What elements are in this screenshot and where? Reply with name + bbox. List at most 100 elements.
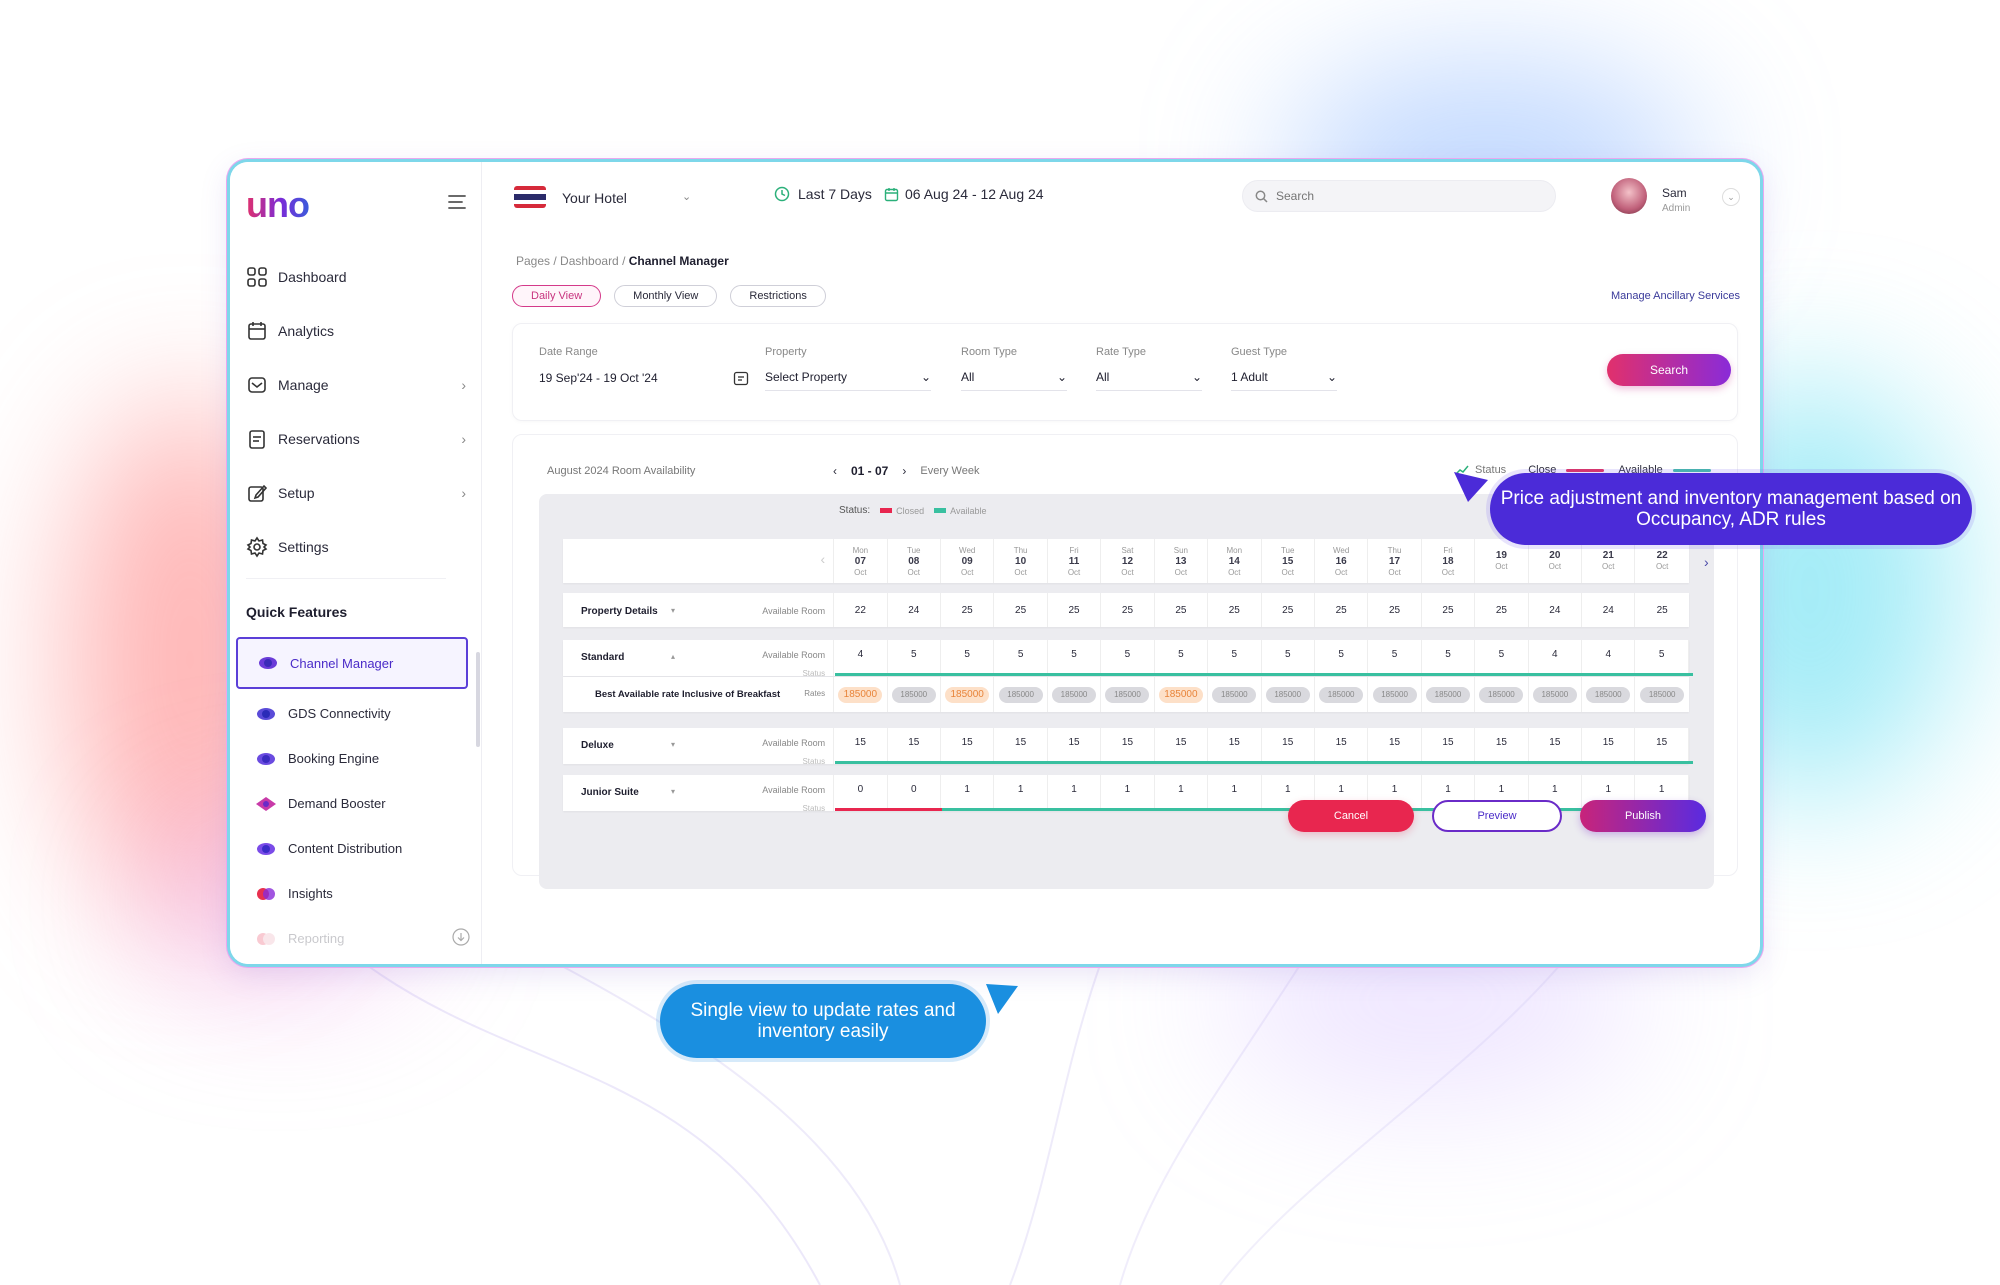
inventory-cell[interactable]: 5 — [1208, 640, 1262, 676]
inventory-cell[interactable]: 25 — [1262, 593, 1315, 627]
rate-pill[interactable]: 185000 — [1532, 686, 1577, 703]
quick-feature-channel-manager[interactable]: Channel Manager — [236, 637, 468, 689]
inventory-cell[interactable]: 15 — [1422, 728, 1476, 764]
date-range-display[interactable]: 06 Aug 24 - 12 Aug 24 — [884, 186, 1044, 202]
caret-down-icon[interactable]: ▾ — [671, 787, 676, 796]
nav-item-analytics[interactable]: Analytics — [246, 304, 472, 358]
inventory-cell[interactable]: 0 — [834, 775, 888, 811]
inventory-cell[interactable]: 25 — [1368, 593, 1422, 627]
quick-feature-demand-booster[interactable]: Demand Booster — [236, 781, 468, 826]
rate-cell[interactable]: 185000 — [1529, 677, 1583, 712]
search-input[interactable] — [1276, 189, 1516, 203]
inventory-cell[interactable]: 1 — [1101, 775, 1155, 811]
rate-cell[interactable]: 185000 — [1315, 677, 1369, 712]
date-header-cell[interactable]: Wed 09 Oct — [941, 539, 995, 583]
rate-pill[interactable]: 185000 — [891, 686, 936, 703]
calendar-icon[interactable] — [733, 370, 749, 386]
inventory-cell[interactable]: 15 — [1368, 728, 1422, 764]
date-header-cell[interactable]: Mon 14 Oct — [1208, 539, 1262, 583]
hamburger-icon[interactable] — [446, 192, 468, 212]
chevron-left-icon[interactable]: ‹ — [820, 551, 826, 567]
inventory-cell[interactable]: 15 — [1529, 728, 1583, 764]
inventory-cell[interactable]: 5 — [1101, 640, 1155, 676]
avatar[interactable] — [1611, 178, 1647, 214]
inventory-cell[interactable]: 5 — [1368, 640, 1422, 676]
rate-pill[interactable]: 185000 — [1319, 686, 1364, 703]
manage-ancillary-link[interactable]: Manage Ancillary Services — [1610, 290, 1740, 302]
chevron-left-icon[interactable]: ‹ — [833, 464, 837, 478]
date-header-cell[interactable]: Thu 17 Oct — [1368, 539, 1422, 583]
inventory-cell[interactable]: 15 — [1101, 728, 1155, 764]
quick-feature-booking-engine[interactable]: Booking Engine — [236, 736, 468, 781]
property-filter[interactable]: Property Select Property ⌄ — [765, 346, 931, 391]
inventory-cell[interactable]: 1 — [1262, 775, 1315, 811]
search-button[interactable]: Search — [1607, 354, 1731, 386]
date-header-cell[interactable]: 22 Oct — [1635, 539, 1688, 583]
inventory-cell[interactable]: 15 — [1635, 728, 1689, 764]
rate-cell[interactable]: 185000 — [1475, 677, 1529, 712]
rate-pill[interactable]: 185000 — [1479, 686, 1524, 703]
inventory-cell[interactable]: 5 — [994, 640, 1048, 676]
inventory-cell[interactable]: 15 — [941, 728, 995, 764]
inventory-cell[interactable]: 15 — [1262, 728, 1315, 764]
date-header-cell[interactable]: 21 Oct — [1582, 539, 1636, 583]
date-header-cell[interactable]: Mon 07 Oct — [834, 539, 888, 583]
rate-cell[interactable]: 185000 — [834, 677, 888, 712]
sidebar-scrollbar[interactable] — [476, 652, 480, 747]
tab-daily-view[interactable]: Daily View — [512, 285, 602, 307]
date-header-cell[interactable]: 19 Oct — [1475, 539, 1529, 583]
inventory-cell[interactable]: 1 — [994, 775, 1048, 811]
date-header-cell[interactable]: Sat 12 Oct — [1101, 539, 1155, 583]
date-header-cell[interactable]: Thu 10 Oct — [994, 539, 1048, 583]
inventory-cell[interactable]: 15 — [1208, 728, 1262, 764]
quick-feature-content-distribution[interactable]: Content Distribution — [236, 826, 468, 871]
inventory-cell[interactable]: 25 — [1101, 593, 1155, 627]
rate-cell[interactable]: 185000 — [1582, 677, 1636, 712]
inventory-cell[interactable]: 1 — [1529, 775, 1583, 811]
user-menu-chevron-icon[interactable]: ⌄ — [1722, 188, 1740, 206]
inventory-cell[interactable]: 1 — [1422, 775, 1476, 811]
inventory-cell[interactable]: 1 — [1475, 775, 1529, 811]
room-type-filter[interactable]: Room Type All ⌄ — [961, 346, 1067, 391]
inventory-cell[interactable]: 5 — [1635, 640, 1689, 676]
inventory-cell[interactable]: 25 — [941, 593, 995, 627]
nav-item-reservations[interactable]: Reservations › — [246, 412, 472, 466]
tab-monthly-view[interactable]: Monthly View — [614, 285, 718, 307]
rate-cell[interactable]: 185000 — [1101, 677, 1155, 712]
inventory-cell[interactable]: 5 — [941, 640, 995, 676]
inventory-cell[interactable]: 25 — [1048, 593, 1102, 627]
rate-pill[interactable]: 185000 — [1425, 686, 1470, 703]
inventory-cell[interactable]: 1 — [1582, 775, 1636, 811]
quick-feature-gds-connectivity[interactable]: GDS Connectivity — [236, 691, 468, 736]
inventory-cell[interactable]: 5 — [1315, 640, 1369, 676]
date-header-cell[interactable]: Fri 18 Oct — [1422, 539, 1476, 583]
date-header-cell[interactable]: Wed 16 Oct — [1315, 539, 1369, 583]
hotel-selector[interactable]: Your Hotel — [562, 190, 627, 206]
inventory-cell[interactable]: 24 — [1529, 593, 1583, 627]
inventory-cell[interactable]: 1 — [1368, 775, 1422, 811]
rate-cell[interactable]: 185000 — [1422, 677, 1476, 712]
guest-type-filter[interactable]: Guest Type 1 Adult ⌄ — [1231, 346, 1337, 391]
rate-cell[interactable]: 185000 — [1048, 677, 1102, 712]
inventory-cell[interactable]: 4 — [834, 640, 888, 676]
chevron-down-icon[interactable]: ⌄ — [682, 191, 692, 203]
rate-type-filter[interactable]: Rate Type All ⌄ — [1096, 346, 1202, 391]
rate-cell[interactable]: 185000 — [888, 677, 941, 712]
rate-pill[interactable]: 185000 — [945, 686, 990, 703]
caret-down-icon[interactable]: ▾ — [671, 606, 676, 615]
inventory-cell[interactable]: 1 — [1155, 775, 1209, 811]
inventory-cell[interactable]: 15 — [1582, 728, 1636, 764]
rate-cell[interactable]: 185000 — [1208, 677, 1262, 712]
rate-pill[interactable]: 185000 — [1586, 686, 1631, 703]
rate-pill[interactable]: 185000 — [1640, 686, 1685, 703]
rate-pill[interactable]: 185000 — [1265, 686, 1310, 703]
inventory-cell[interactable]: 15 — [1475, 728, 1529, 764]
tab-restrictions[interactable]: Restrictions — [730, 285, 826, 307]
nav-item-dashboard[interactable]: Dashboard — [246, 250, 472, 304]
inventory-cell[interactable]: 15 — [1155, 728, 1209, 764]
rate-cell[interactable]: 185000 — [994, 677, 1048, 712]
inventory-cell[interactable]: 4 — [1582, 640, 1636, 676]
inventory-cell[interactable]: 25 — [1656, 604, 1668, 616]
rate-cell[interactable]: 185000 — [1155, 677, 1209, 712]
nav-item-manage[interactable]: Manage › — [246, 358, 472, 412]
